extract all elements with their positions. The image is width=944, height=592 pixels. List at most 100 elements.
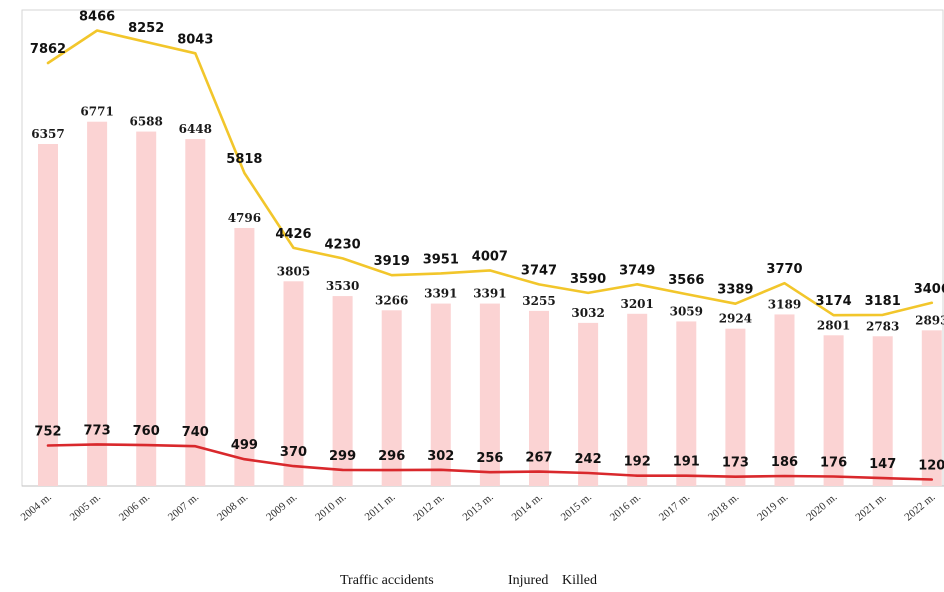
label-injured: 6357: [31, 127, 64, 141]
x-tick-label: 2010 m.: [313, 491, 349, 524]
label-injured: 3201: [620, 297, 653, 311]
label-killed: 267: [525, 451, 552, 466]
label-injured: 3189: [768, 297, 801, 311]
label-killed: 740: [182, 425, 209, 440]
x-tick-label: 2014 m.: [510, 491, 546, 524]
label-killed: 191: [673, 455, 700, 470]
label-injured: 3266: [375, 293, 408, 307]
label-injured: 2893: [915, 313, 944, 327]
legend-killed: Killed: [562, 573, 597, 588]
bar-injured-2022: [921, 330, 942, 486]
label-killed: 302: [427, 449, 454, 464]
label-traffic-accidents: 5818: [226, 152, 262, 167]
bar-injured-2007: [185, 139, 206, 486]
x-tick-label: 2020 m.: [804, 491, 840, 524]
x-tick-label: 2018 m.: [706, 491, 742, 524]
label-traffic-accidents: 8252: [128, 21, 164, 36]
label-traffic-accidents: 3590: [570, 272, 606, 287]
x-tick-label: 2004 m.: [19, 491, 55, 524]
x-tick-label: 2007 m.: [166, 491, 202, 524]
bar-injured-2013: [479, 303, 500, 486]
x-tick-label: 2019 m.: [755, 491, 791, 524]
label-injured: 2801: [817, 318, 850, 332]
label-injured: 3391: [473, 287, 506, 301]
label-traffic-accidents: 3181: [865, 294, 901, 309]
bar-injured-2004: [38, 143, 58, 486]
bar-injured-2021: [872, 336, 893, 486]
x-tick-label: 2011 m.: [363, 491, 398, 523]
label-killed: 752: [34, 425, 61, 440]
bar-injured-2014: [529, 310, 549, 486]
x-tick-label: 2009 m.: [264, 491, 300, 524]
label-injured: 3255: [522, 294, 555, 308]
label-traffic-accidents: 3749: [619, 263, 655, 278]
label-injured: 3032: [571, 306, 604, 320]
label-killed: 173: [722, 456, 749, 471]
label-killed: 242: [575, 452, 602, 467]
x-tick-label: 2021 m.: [853, 491, 889, 524]
legend: Traffic accidents Injured Killed: [340, 573, 597, 588]
label-killed: 499: [231, 438, 258, 453]
label-killed: 773: [84, 423, 111, 438]
label-killed: 176: [820, 456, 847, 471]
label-injured: 6771: [80, 105, 113, 119]
label-killed: 192: [624, 455, 651, 470]
label-traffic-accidents: 3951: [423, 252, 459, 267]
label-injured: 3059: [670, 304, 703, 318]
label-traffic-accidents: 8043: [177, 32, 213, 47]
x-tick-label: 2017 m.: [657, 491, 693, 524]
lines-group: [46, 29, 934, 481]
label-killed: 186: [771, 455, 798, 470]
x-tick-label: 2022 m.: [902, 491, 938, 524]
label-killed: 120: [918, 459, 944, 474]
x-tick-label: 2006 m.: [117, 491, 153, 524]
x-tick-label: 2015 m.: [559, 491, 595, 524]
bar-injured-2006: [136, 131, 157, 486]
legend-traffic-accidents: Traffic accidents: [340, 573, 434, 588]
x-tick-label: 2008 m.: [215, 491, 251, 524]
label-traffic-accidents: 3406: [914, 282, 944, 297]
bar-injured-2008: [234, 227, 255, 486]
label-injured: 3805: [277, 264, 310, 278]
label-traffic-accidents: 7862: [30, 42, 66, 57]
bar-injured-2016: [627, 313, 648, 486]
bars-group: [38, 121, 942, 486]
bar-injured-2012: [430, 303, 451, 486]
label-traffic-accidents: 3389: [717, 283, 753, 298]
data-labels-group: 6357 6771 6588 6448 4796 3805 3530 3266 3391 3391…: [30, 10, 944, 474]
x-tick-label: 2012 m.: [411, 491, 447, 524]
label-killed: 370: [280, 445, 307, 460]
label-traffic-accidents: 3747: [521, 263, 557, 278]
label-injured: 4796: [228, 211, 261, 225]
x-tick-label: 2013 m.: [460, 491, 496, 524]
label-traffic-accidents: 4230: [325, 237, 361, 252]
bar-injured-2020: [823, 335, 844, 486]
label-traffic-accidents: 3566: [668, 273, 704, 288]
bar-injured-2018: [725, 328, 746, 486]
line-traffic-accidents: [46, 29, 934, 317]
label-killed: 256: [476, 451, 503, 466]
label-traffic-accidents: 3770: [766, 262, 802, 277]
label-injured: 3391: [424, 287, 457, 301]
label-injured: 6588: [129, 115, 162, 129]
x-tick-labels-group: 2004 m. 2005 m. 2006 m. 2007 m. 2008 m. 2009 …: [19, 491, 938, 524]
bar-injured-2010: [332, 296, 353, 486]
label-killed: 760: [133, 424, 160, 439]
bar-injured-2017: [676, 321, 697, 486]
bar-injured-2009: [283, 281, 304, 486]
label-traffic-accidents: 8466: [79, 10, 115, 25]
label-traffic-accidents: 3174: [816, 294, 852, 309]
label-injured: 6448: [179, 122, 212, 136]
bar-injured-2015: [578, 322, 599, 486]
line-killed: [46, 443, 934, 481]
bar-injured-2019: [774, 314, 795, 486]
label-killed: 299: [329, 449, 356, 464]
bar-injured-2005: [87, 121, 108, 486]
label-injured: 2783: [866, 319, 899, 333]
label-injured: 3530: [326, 279, 359, 293]
label-traffic-accidents: 4007: [472, 249, 508, 264]
x-tick-label: 2016 m.: [608, 491, 644, 524]
label-killed: 296: [378, 449, 405, 464]
